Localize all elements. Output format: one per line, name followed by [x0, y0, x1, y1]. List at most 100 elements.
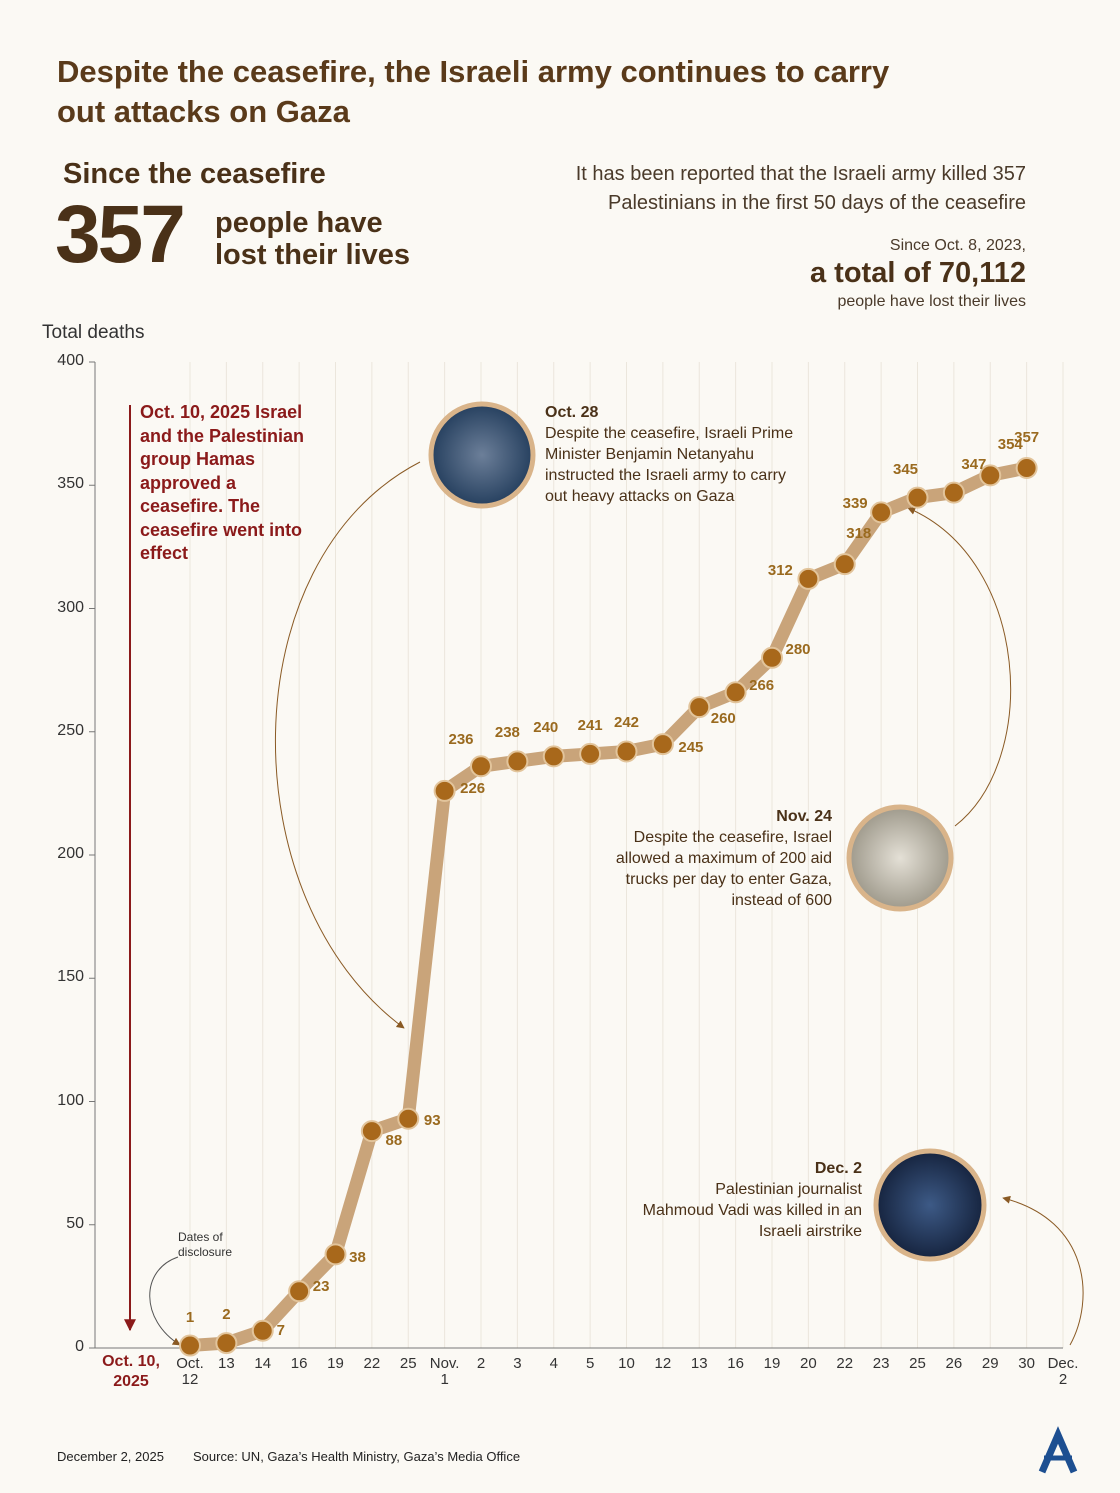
data-label: 23 — [312, 1278, 330, 1296]
data-label: 226 — [460, 779, 486, 797]
marker — [179, 1334, 201, 1357]
x-tick-label: Nov. 1 — [429, 1355, 460, 1388]
big-number-caption: people have lost their lives — [215, 207, 411, 271]
x-tick-label: 10 — [618, 1355, 635, 1372]
x-tick-label: 19 — [763, 1355, 781, 1372]
x-tick-label: 25 — [399, 1355, 417, 1372]
annotation-text: Palestinian journalist Mahmoud Vadi was … — [642, 1181, 862, 1240]
marker — [651, 733, 674, 756]
data-label: 240 — [533, 719, 559, 737]
marker — [688, 696, 711, 719]
y-tick-label: 200 — [57, 845, 84, 862]
x-tick-label: 13 — [690, 1355, 708, 1372]
y-tick-label: 0 — [75, 1338, 84, 1355]
y-tick-label: 50 — [66, 1214, 84, 1232]
note-arrow — [149, 1256, 181, 1346]
series — [179, 456, 1038, 1357]
x-tick-label: 16 — [727, 1355, 744, 1372]
marker — [724, 681, 747, 704]
data-label: 347 — [961, 455, 987, 473]
x-tick-label: 16 — [290, 1355, 308, 1372]
y-tick-label: 350 — [57, 475, 84, 493]
marker — [288, 1280, 311, 1303]
y-tick-label: 150 — [57, 968, 84, 986]
y-axis-title: Total deaths — [42, 322, 145, 343]
x-tick-label: 12 — [654, 1355, 672, 1372]
big-number: 357 — [55, 189, 186, 280]
annotation-date: Oct. 28 — [545, 404, 599, 421]
annotation-date: Nov. 24 — [776, 808, 832, 825]
data-label: 266 — [749, 677, 775, 695]
marker — [506, 750, 529, 773]
marker — [870, 501, 893, 524]
x-tick-label: 3 — [513, 1355, 522, 1372]
photo — [873, 1148, 987, 1262]
marker — [979, 464, 1002, 487]
marker — [761, 646, 783, 669]
data-label: 236 — [448, 731, 474, 749]
data-label: 1 — [185, 1308, 195, 1326]
data-label: 312 — [767, 561, 793, 579]
photo — [846, 804, 954, 912]
report-text: It has been reported that the Israeli ar… — [575, 163, 1026, 214]
marker — [542, 745, 565, 768]
marker — [1015, 456, 1038, 479]
x-tick-label: Dec. 2 — [1047, 1355, 1079, 1388]
data-label: 345 — [892, 460, 919, 478]
marker — [833, 553, 856, 576]
x-tick-label: 20 — [800, 1355, 817, 1372]
data-label: 318 — [846, 525, 872, 543]
ceasefire-date: Oct. 10, 2025 — [102, 1353, 160, 1390]
data-label: 2 — [222, 1306, 231, 1324]
data-label: 260 — [710, 710, 736, 728]
x-tick-label: 26 — [945, 1355, 963, 1372]
marker — [215, 1332, 238, 1355]
total-caption: people have lost their lives — [837, 293, 1026, 310]
data-label: 88 — [385, 1132, 403, 1150]
data-label: 238 — [494, 724, 520, 742]
data-label: 339 — [842, 495, 868, 513]
data-label: 245 — [678, 739, 704, 757]
y-tick-label: 400 — [57, 352, 84, 369]
x-tick-label: 2 — [476, 1355, 486, 1372]
callout-arrow — [1002, 1195, 1084, 1346]
marker — [906, 486, 929, 509]
footer-date: December 2, 2025 — [57, 1449, 164, 1464]
ceasefire-text: Oct. 10, 2025 Israel and the Palestinian… — [140, 402, 305, 563]
x-tick-label: 19 — [327, 1355, 344, 1372]
annotation-date: Dec. 2 — [814, 1160, 862, 1177]
total-text: a total of 70,112 — [810, 257, 1026, 289]
x-tick-label: 4 — [549, 1355, 558, 1372]
data-label: 357 — [1014, 428, 1040, 446]
data-label: 38 — [349, 1249, 366, 1267]
marker — [324, 1243, 347, 1266]
marker — [251, 1319, 274, 1342]
dates-note: Dates of disclosure — [178, 1230, 233, 1259]
x-tick-label: 5 — [585, 1355, 595, 1372]
x-tick-label: 25 — [909, 1355, 926, 1372]
x-tick-label: 29 — [981, 1355, 999, 1372]
x-tick-label: 30 — [1018, 1355, 1035, 1372]
logo-text: AA — [1090, 1460, 1091, 1461]
y-tick-label: 300 — [57, 598, 84, 616]
logo — [1038, 1426, 1078, 1474]
marker — [470, 755, 492, 778]
marker — [397, 1107, 420, 1130]
x-tick-label: 13 — [218, 1355, 235, 1372]
y-tick-label: 250 — [57, 721, 84, 739]
data-label: 354 — [997, 436, 1023, 454]
annotation-text: Despite the ceasefire, Israeli Prime Min… — [545, 425, 794, 505]
x-tick-label: 22 — [363, 1355, 381, 1372]
photo — [428, 401, 536, 509]
marker — [942, 481, 965, 504]
data-label: 7 — [276, 1321, 285, 1339]
marker — [579, 742, 602, 765]
data-label: 242 — [613, 714, 640, 732]
x-tick-label: 22 — [836, 1355, 854, 1372]
annotation-text: Despite the ceasefire, Israel allowed a … — [615, 829, 832, 909]
x-tick-label: 14 — [254, 1355, 272, 1372]
data-label: 280 — [785, 640, 811, 658]
title: Despite the ceasefire, the Israeli army … — [57, 54, 890, 129]
x-tick-label: 23 — [872, 1355, 890, 1372]
annotation: Oct. 28 Despite the ceasefire, Israeli Pr… — [545, 402, 795, 507]
